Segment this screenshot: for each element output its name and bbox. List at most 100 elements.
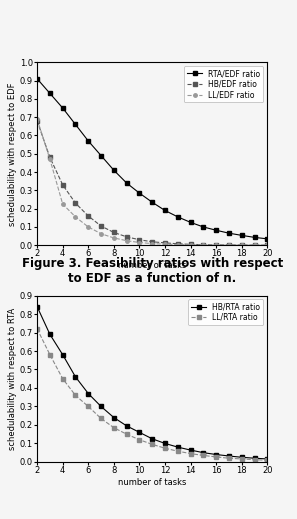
LL/RTA ratio xyxy=(240,456,244,462)
RTA/EDF ratio xyxy=(35,76,39,82)
LL/RTA ratio xyxy=(150,441,154,447)
LL/RTA ratio xyxy=(99,415,103,421)
LL/EDF ratio xyxy=(227,242,231,248)
HB/EDF ratio xyxy=(74,200,77,206)
Y-axis label: schedulability with respect to RTA: schedulability with respect to RTA xyxy=(8,308,17,450)
HB/RTA ratio xyxy=(163,440,167,446)
RTA/EDF ratio xyxy=(266,236,269,242)
RTA/EDF ratio xyxy=(227,230,231,236)
LL/RTA ratio xyxy=(266,457,269,463)
HB/RTA ratio xyxy=(61,351,64,358)
HB/EDF ratio xyxy=(163,240,167,246)
HB/RTA ratio xyxy=(214,452,218,458)
RTA/EDF ratio xyxy=(125,180,128,186)
HB/RTA ratio xyxy=(99,403,103,409)
X-axis label: number of tasks: number of tasks xyxy=(118,261,187,270)
LL/EDF ratio xyxy=(240,242,244,248)
HB/EDF ratio xyxy=(99,223,103,229)
HB/EDF ratio xyxy=(112,229,116,236)
RTA/EDF ratio xyxy=(150,199,154,206)
LL/RTA ratio xyxy=(253,457,256,463)
HB/EDF ratio xyxy=(240,242,244,248)
RTA/EDF ratio xyxy=(202,224,205,230)
LL/RTA ratio xyxy=(61,376,64,382)
LL/EDF ratio xyxy=(266,242,269,248)
LL/EDF ratio xyxy=(99,230,103,237)
RTA/EDF ratio xyxy=(163,208,167,214)
Text: Figure 3. Feasibility ratios with respect: Figure 3. Feasibility ratios with respec… xyxy=(22,257,283,270)
RTA/EDF ratio xyxy=(138,190,141,196)
LL/RTA ratio xyxy=(202,453,205,459)
HB/EDF ratio xyxy=(86,213,90,219)
HB/RTA ratio xyxy=(227,453,231,459)
HB/RTA ratio xyxy=(150,435,154,442)
LL/EDF ratio xyxy=(86,224,90,230)
LL/RTA ratio xyxy=(112,425,116,431)
HB/RTA ratio xyxy=(176,444,180,450)
HB/RTA ratio xyxy=(125,423,128,429)
Legend: HB/RTA ratio, LL/RTA ratio: HB/RTA ratio, LL/RTA ratio xyxy=(188,299,263,325)
RTA/EDF ratio xyxy=(48,90,52,97)
HB/RTA ratio xyxy=(240,454,244,460)
LL/EDF ratio xyxy=(125,238,128,244)
LL/EDF ratio xyxy=(176,241,180,248)
HB/EDF ratio xyxy=(35,118,39,124)
LL/EDF ratio xyxy=(138,239,141,245)
HB/EDF ratio xyxy=(253,242,256,248)
LL/EDF ratio xyxy=(253,242,256,248)
HB/RTA ratio xyxy=(35,304,39,310)
LL/EDF ratio xyxy=(202,242,205,248)
Line: LL/EDF ratio: LL/EDF ratio xyxy=(35,117,269,247)
LL/EDF ratio xyxy=(163,241,167,247)
HB/EDF ratio xyxy=(125,234,128,240)
LL/RTA ratio xyxy=(48,351,52,358)
LL/EDF ratio xyxy=(150,240,154,247)
HB/EDF ratio xyxy=(266,242,269,248)
LL/EDF ratio xyxy=(74,214,77,220)
LL/EDF ratio xyxy=(112,235,116,241)
RTA/EDF ratio xyxy=(112,167,116,173)
HB/RTA ratio xyxy=(253,455,256,461)
HB/EDF ratio xyxy=(176,241,180,247)
Line: LL/RTA ratio: LL/RTA ratio xyxy=(35,327,269,462)
Text: to EDF as a function of n.: to EDF as a function of n. xyxy=(68,272,236,285)
RTA/EDF ratio xyxy=(86,138,90,144)
LL/EDF ratio xyxy=(35,116,39,122)
HB/RTA ratio xyxy=(48,331,52,337)
LL/EDF ratio xyxy=(214,242,218,248)
RTA/EDF ratio xyxy=(189,219,192,225)
RTA/EDF ratio xyxy=(74,121,77,128)
HB/RTA ratio xyxy=(138,429,141,435)
RTA/EDF ratio xyxy=(99,153,103,159)
HB/EDF ratio xyxy=(138,237,141,243)
RTA/EDF ratio xyxy=(214,227,218,234)
HB/EDF ratio xyxy=(214,242,218,248)
HB/EDF ratio xyxy=(189,241,192,248)
HB/EDF ratio xyxy=(61,182,64,188)
Line: HB/RTA ratio: HB/RTA ratio xyxy=(35,305,269,461)
LL/RTA ratio xyxy=(35,326,39,332)
HB/EDF ratio xyxy=(227,242,231,248)
HB/EDF ratio xyxy=(48,154,52,160)
LL/RTA ratio xyxy=(125,431,128,438)
X-axis label: number of tasks: number of tasks xyxy=(118,478,187,487)
RTA/EDF ratio xyxy=(176,214,180,220)
RTA/EDF ratio xyxy=(61,105,64,111)
LL/EDF ratio xyxy=(48,156,52,162)
Legend: RTA/EDF ratio, HB/EDF ratio, LL/EDF ratio: RTA/EDF ratio, HB/EDF ratio, LL/EDF rati… xyxy=(184,66,263,102)
HB/RTA ratio xyxy=(266,456,269,462)
LL/RTA ratio xyxy=(189,450,192,457)
LL/RTA ratio xyxy=(214,454,218,460)
HB/RTA ratio xyxy=(189,447,192,453)
LL/RTA ratio xyxy=(163,445,167,452)
HB/RTA ratio xyxy=(202,449,205,456)
LL/RTA ratio xyxy=(138,436,141,443)
LL/EDF ratio xyxy=(189,242,192,248)
Line: HB/EDF ratio: HB/EDF ratio xyxy=(35,119,269,247)
LL/EDF ratio xyxy=(61,201,64,207)
LL/RTA ratio xyxy=(86,403,90,409)
LL/RTA ratio xyxy=(74,392,77,399)
HB/RTA ratio xyxy=(112,415,116,421)
HB/RTA ratio xyxy=(74,374,77,380)
LL/RTA ratio xyxy=(227,455,231,461)
